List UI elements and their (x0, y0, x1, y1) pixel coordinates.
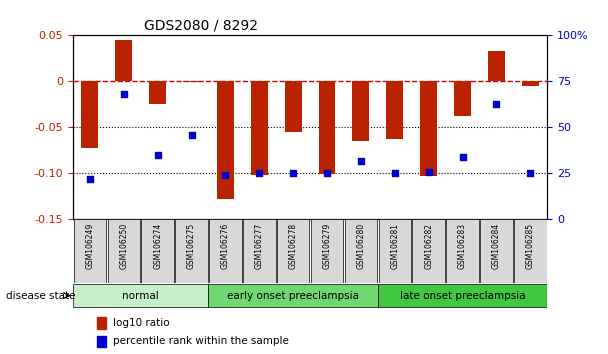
FancyBboxPatch shape (108, 219, 140, 283)
Bar (454, 81, 471, 116)
Text: disease state: disease state (6, 291, 75, 301)
Text: GSM106276: GSM106276 (221, 223, 230, 269)
FancyBboxPatch shape (74, 219, 106, 283)
FancyBboxPatch shape (277, 219, 309, 283)
Point (458, 154, 468, 160)
FancyBboxPatch shape (480, 219, 513, 283)
FancyBboxPatch shape (379, 219, 411, 283)
Bar (319, 81, 336, 175)
FancyBboxPatch shape (311, 219, 344, 283)
FancyBboxPatch shape (142, 219, 174, 283)
Point (119, 91, 129, 97)
Text: normal: normal (122, 291, 159, 301)
Bar (149, 81, 166, 104)
Text: GSM106284: GSM106284 (492, 223, 501, 269)
Text: GDS2080 / 8292: GDS2080 / 8292 (144, 19, 258, 33)
FancyBboxPatch shape (378, 284, 547, 308)
Bar (183, 81, 200, 82)
Text: GSM106285: GSM106285 (526, 223, 535, 269)
Bar (285, 81, 302, 132)
Text: GSM106283: GSM106283 (458, 223, 467, 269)
Bar (81, 81, 98, 148)
Point (491, 101, 501, 106)
Point (356, 158, 366, 164)
Text: early onset preeclampsia: early onset preeclampsia (227, 291, 359, 301)
Point (85, 176, 95, 182)
Text: percentile rank within the sample: percentile rank within the sample (113, 336, 289, 346)
Point (288, 171, 298, 176)
Point (390, 171, 399, 176)
Text: log10 ratio: log10 ratio (113, 318, 170, 328)
Text: GSM106281: GSM106281 (390, 223, 399, 269)
Text: GSM106274: GSM106274 (153, 223, 162, 269)
Bar (522, 81, 539, 86)
Bar (353, 81, 370, 141)
FancyBboxPatch shape (73, 284, 209, 308)
FancyBboxPatch shape (209, 219, 241, 283)
Text: GSM106280: GSM106280 (356, 223, 365, 269)
Bar (250, 81, 268, 175)
FancyBboxPatch shape (345, 219, 377, 283)
Text: GSM106277: GSM106277 (255, 223, 264, 269)
Text: GSM106275: GSM106275 (187, 223, 196, 269)
FancyBboxPatch shape (412, 219, 445, 283)
Bar (97, 336, 106, 347)
FancyBboxPatch shape (175, 219, 208, 283)
Bar (97, 317, 106, 329)
Text: GSM106250: GSM106250 (119, 223, 128, 269)
FancyBboxPatch shape (209, 284, 378, 308)
Point (221, 172, 230, 178)
Text: GSM106282: GSM106282 (424, 223, 433, 269)
Point (322, 171, 332, 176)
Point (254, 171, 264, 176)
Bar (386, 81, 403, 139)
Text: GSM106278: GSM106278 (289, 223, 298, 269)
FancyBboxPatch shape (243, 219, 275, 283)
Point (424, 169, 434, 175)
Text: late onset preeclampsia: late onset preeclampsia (399, 291, 525, 301)
Text: GSM106279: GSM106279 (322, 223, 331, 269)
Bar (420, 81, 437, 176)
Point (187, 132, 196, 138)
FancyBboxPatch shape (446, 219, 478, 283)
Point (525, 171, 535, 176)
Text: GSM106249: GSM106249 (85, 223, 94, 269)
FancyBboxPatch shape (514, 219, 547, 283)
Bar (217, 81, 234, 199)
Bar (116, 40, 133, 81)
Point (153, 152, 162, 158)
Bar (488, 51, 505, 81)
